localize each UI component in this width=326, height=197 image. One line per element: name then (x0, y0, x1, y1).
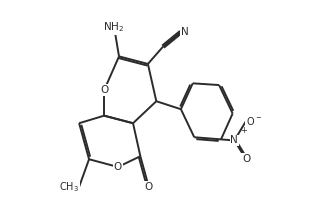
Text: O$^-$: O$^-$ (246, 115, 262, 127)
Text: +: + (240, 126, 247, 135)
Text: O: O (145, 182, 153, 192)
Text: O: O (114, 162, 122, 172)
Text: CH$_3$: CH$_3$ (59, 180, 79, 194)
Text: N: N (181, 27, 189, 37)
Text: O: O (242, 154, 250, 164)
Text: N: N (230, 136, 238, 145)
Text: NH$_2$: NH$_2$ (103, 20, 125, 34)
Text: O: O (100, 85, 108, 95)
